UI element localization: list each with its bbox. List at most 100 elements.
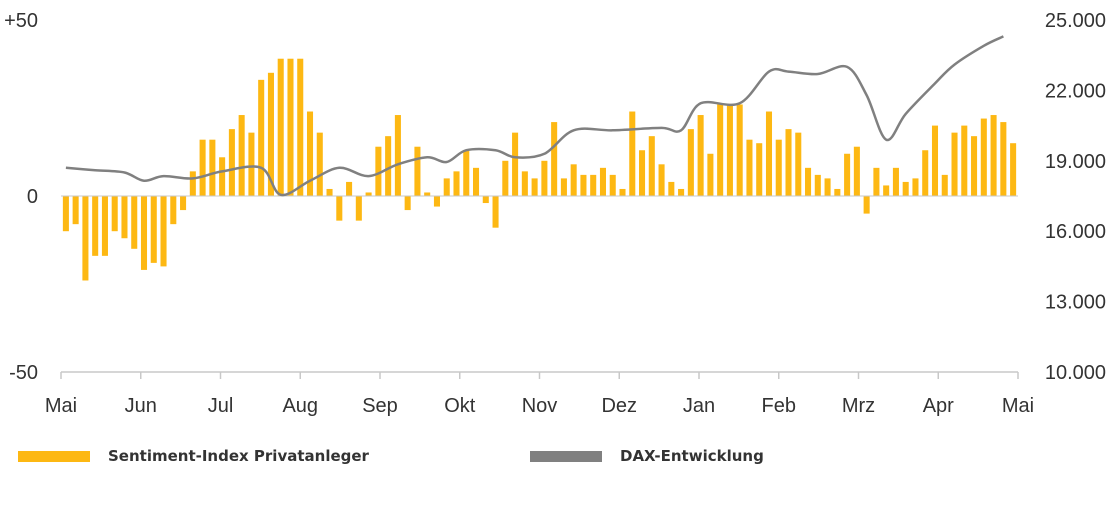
sentiment-bar [844, 153, 851, 196]
sentiment-bar [892, 167, 899, 196]
sentiment-bar [346, 181, 353, 196]
sentiment-bar [531, 178, 538, 196]
x-tick-label: Mrz [842, 395, 875, 417]
sentiment-bar [541, 160, 548, 196]
sentiment-bar [199, 139, 206, 196]
x-tick-label: Apr [923, 395, 954, 417]
right-tick-label: 22.000 [1045, 80, 1106, 102]
sentiment-bar [62, 196, 69, 232]
sentiment-bar [336, 196, 343, 221]
sentiment-bar [717, 104, 724, 196]
right-tick-label: 13.000 [1045, 292, 1106, 314]
sentiment-bar [492, 196, 499, 228]
sentiment-bar [482, 196, 489, 204]
right-axis-ticks: 25.000 22.000 19.000 16.000 13.000 10.000 [1045, 10, 1106, 384]
sentiment-bar [824, 178, 831, 196]
sentiment-bar [72, 196, 79, 225]
sentiment-bar [619, 188, 626, 196]
sentiment-bar [258, 79, 265, 196]
sentiment-bar [453, 171, 460, 196]
sentiment-bar [238, 115, 245, 196]
sentiment-bar [658, 164, 665, 196]
sentiment-bar [512, 132, 519, 196]
sentiment-bars [62, 58, 1017, 281]
sentiment-bar [150, 196, 157, 263]
sentiment-bar [668, 181, 675, 196]
x-tick-label: Jan [683, 395, 715, 417]
sentiment-bar [775, 139, 782, 196]
sentiment-bar [951, 132, 958, 196]
sentiment-bar [814, 174, 821, 196]
sentiment-bar [756, 143, 763, 196]
sentiment-bar [521, 171, 528, 196]
sentiment-bar [82, 196, 89, 281]
sentiment-bar [326, 188, 333, 196]
sentiment-bar [687, 129, 694, 196]
sentiment-bar [785, 129, 792, 196]
sentiment-dax-chart: Mai Jun Jul Aug Sep Okt Nov Dez Jan Feb Mrz Apr Mai … [4, 10, 1106, 417]
sentiment-bar [414, 146, 421, 196]
sentiment-bar [678, 188, 685, 196]
sentiment-bar [853, 146, 860, 196]
sentiment-bar [570, 164, 577, 196]
sentiment-bar [961, 125, 968, 196]
sentiment-bar [834, 188, 841, 196]
sentiment-bar [922, 150, 929, 196]
sentiment-bar [863, 196, 870, 214]
sentiment-bar [424, 192, 431, 196]
x-tick-label: Nov [522, 395, 558, 417]
dax-line [65, 35, 1004, 197]
sentiment-bar [316, 132, 323, 196]
sentiment-bar [375, 146, 382, 196]
sentiment-bar [1000, 122, 1007, 196]
legend-dax-label: DAX-Entwicklung [620, 447, 764, 465]
x-tick-label: Mai [45, 395, 77, 417]
sentiment-bar [140, 196, 148, 270]
legend-sentiment-label: Sentiment-Index Privatanleger [108, 447, 369, 465]
sentiment-bar [219, 157, 226, 196]
right-tick-label: 19.000 [1045, 151, 1106, 173]
x-tick-label: Aug [282, 395, 318, 417]
sentiment-bar [560, 178, 567, 196]
sentiment-bar [609, 174, 616, 196]
sentiment-bar [443, 178, 450, 196]
legend-sentiment: Sentiment-Index Privatanleger [18, 444, 369, 468]
sentiment-bar [902, 181, 909, 196]
legend-dax: DAX-Entwicklung [530, 444, 764, 468]
sentiment-bar [121, 196, 128, 239]
sentiment-bar [707, 153, 714, 196]
sentiment-bar [1010, 143, 1017, 196]
sentiment-bar [463, 150, 470, 196]
sentiment-bar [883, 185, 890, 196]
x-tick-label: Jun [125, 395, 157, 417]
left-tick-label: 0 [27, 186, 38, 208]
right-tick-label: 10.000 [1045, 362, 1106, 384]
sentiment-bar [580, 174, 587, 196]
x-tick-label: Okt [444, 395, 476, 417]
legend-dax-swatch [530, 450, 602, 462]
sentiment-bar [306, 111, 314, 196]
sentiment-bar [648, 136, 655, 196]
sentiment-bar [180, 196, 187, 211]
left-axis-ticks: +50 0 -50 [4, 10, 38, 384]
sentiment-bar [931, 125, 939, 196]
sentiment-bar [101, 196, 108, 256]
left-tick-label: -50 [9, 362, 38, 384]
sentiment-bar [170, 196, 177, 225]
sentiment-bar [873, 167, 880, 196]
x-axis-ticks: Mai Jun Jul Aug Sep Okt Nov Dez Jan Feb Mrz Apr Mai [45, 372, 1034, 417]
x-tick-label: Dez [601, 395, 637, 417]
x-tick-label: Jul [208, 395, 234, 417]
sentiment-bar [228, 129, 235, 196]
sentiment-bar [287, 58, 294, 196]
sentiment-bar [111, 196, 118, 232]
sentiment-bar [746, 139, 753, 196]
sentiment-bar [990, 115, 997, 196]
sentiment-bar [160, 196, 167, 267]
x-tick-label: Feb [762, 395, 796, 417]
sentiment-bar [551, 122, 558, 196]
sentiment-bar [404, 196, 411, 211]
sentiment-bar [433, 196, 440, 207]
sentiment-bar [736, 104, 743, 196]
sentiment-bar [980, 118, 987, 196]
